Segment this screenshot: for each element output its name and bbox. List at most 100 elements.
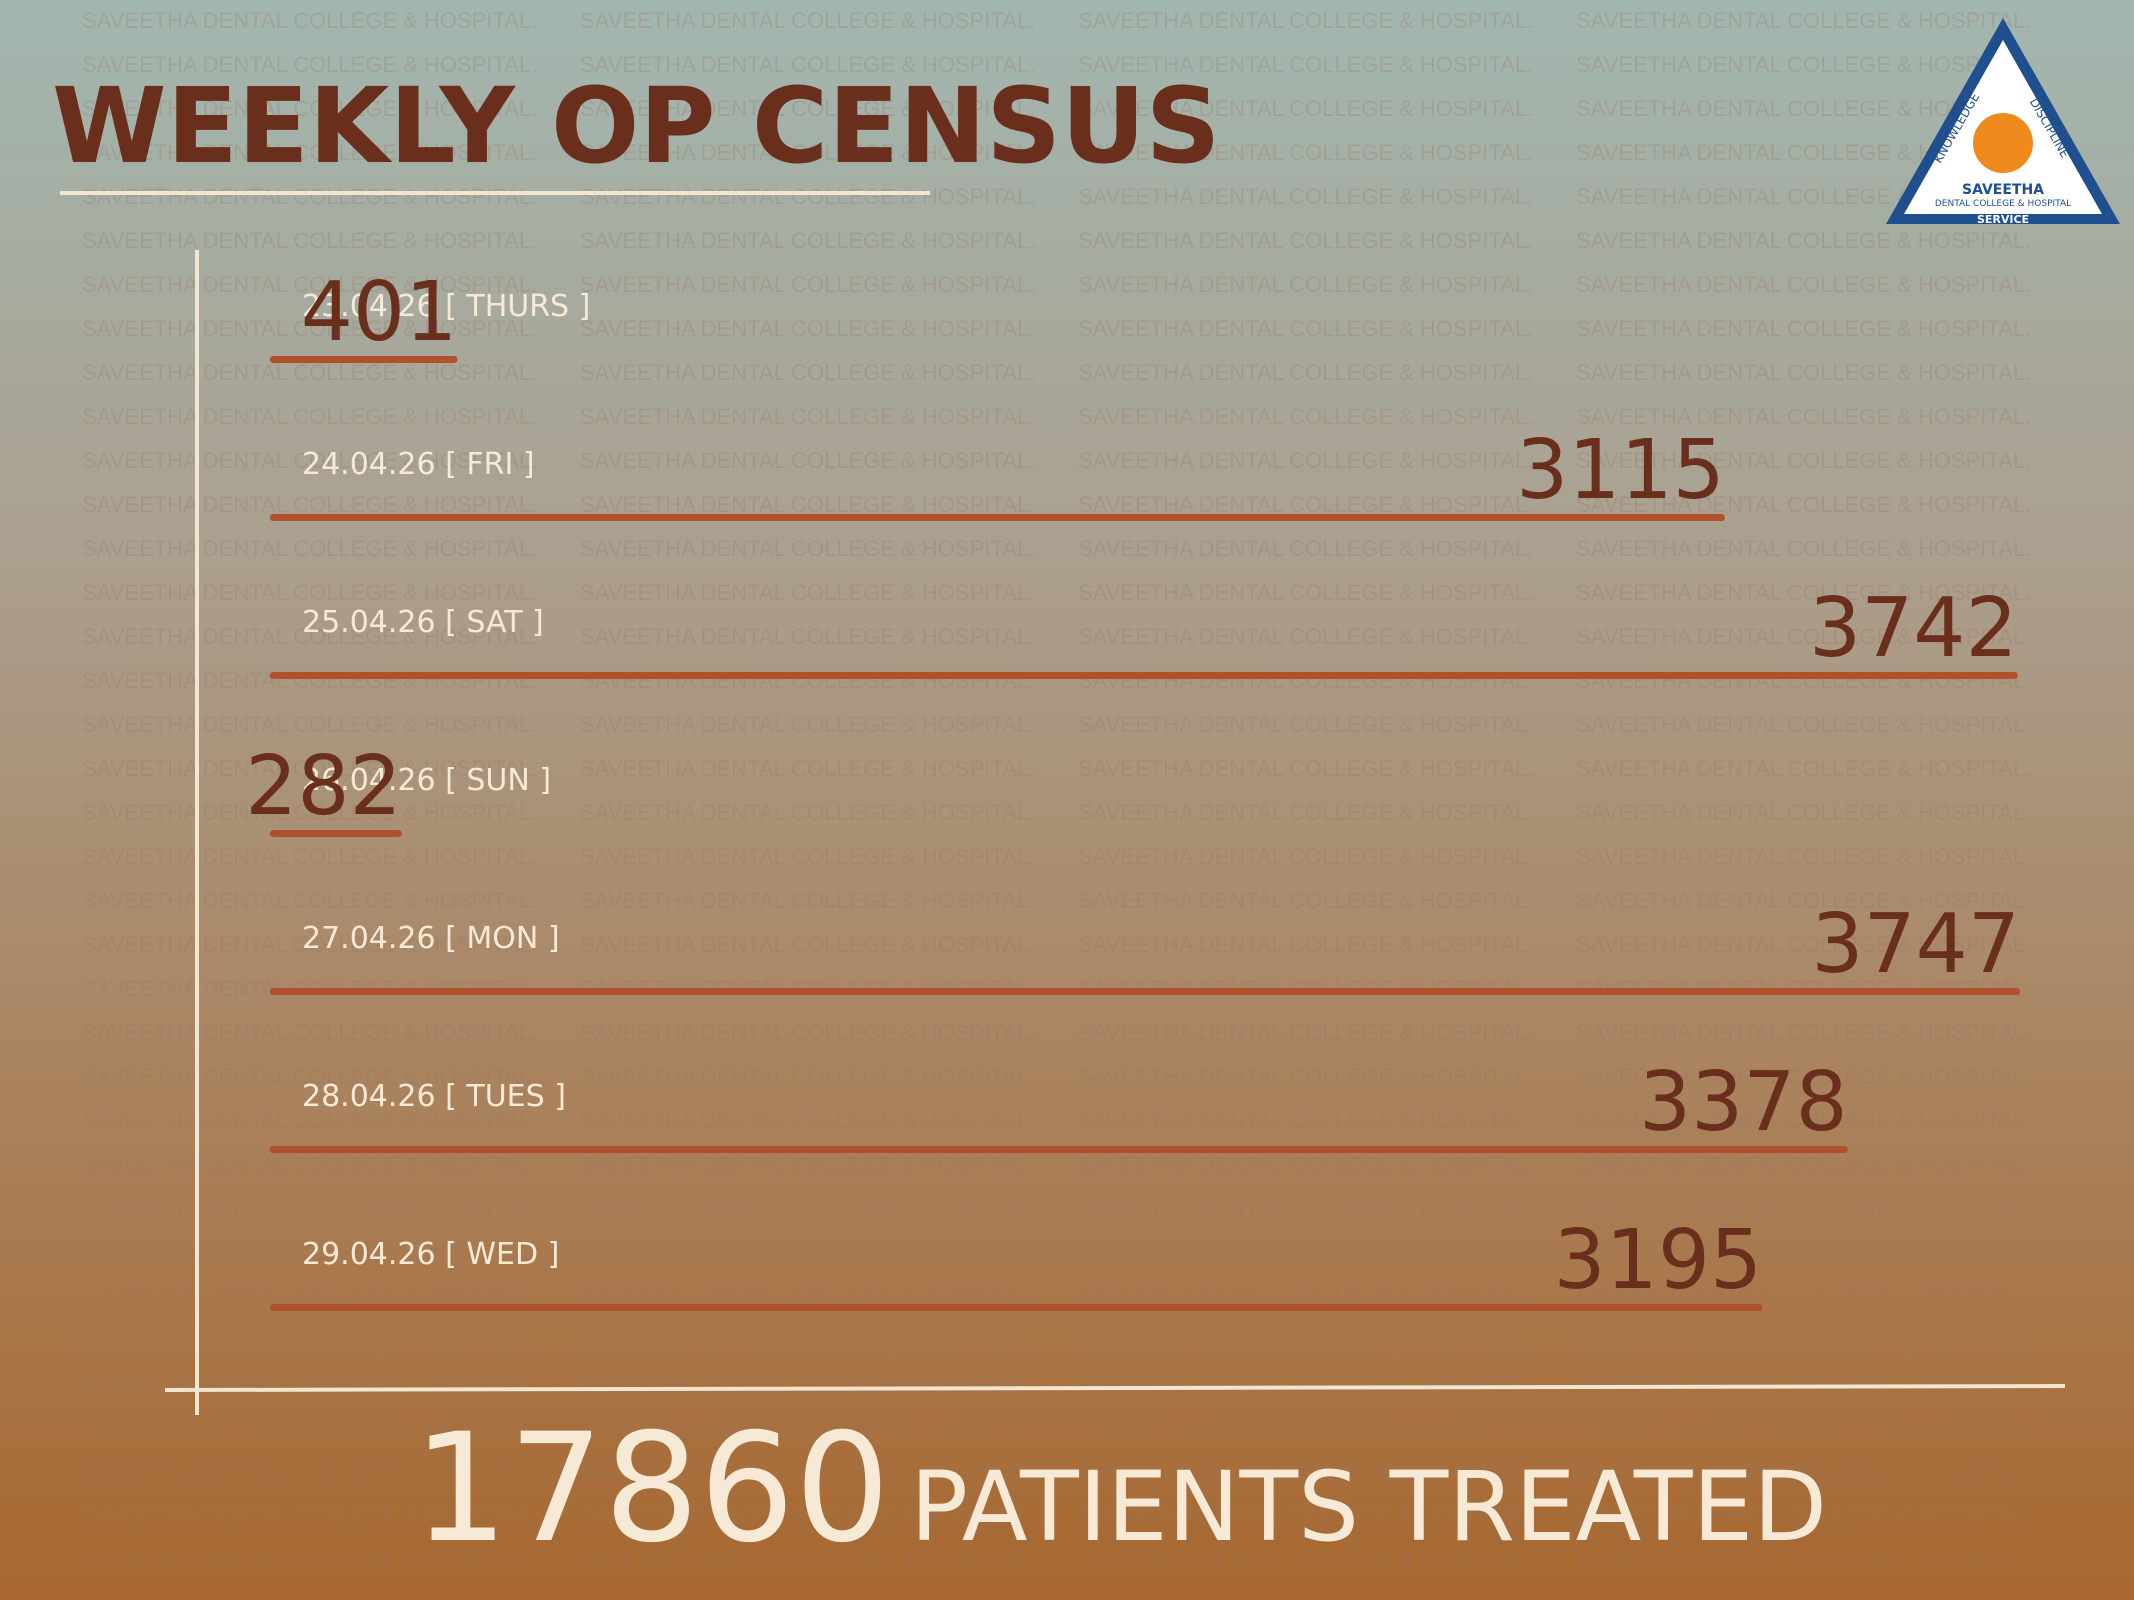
category-label: 26.04.26 [ SUN ] — [302, 763, 551, 798]
watermark: SAVEETHA DENTAL COLLEGE & HOSPITAL. — [580, 1460, 1035, 1485]
bar — [270, 988, 2020, 995]
watermark: SAVEETHA DENTAL COLLEGE & HOSPITAL. — [82, 96, 537, 121]
watermark: SAVEETHA DENTAL COLLEGE & HOSPITAL. — [580, 624, 1035, 649]
watermark: SAVEETHA DENTAL COLLEGE & HOSPITAL. — [82, 1328, 537, 1353]
watermark: SAVEETHA DENTAL COLLEGE & HOSPITAL. — [1576, 492, 2031, 517]
watermark: SAVEETHA DENTAL COLLEGE & HOSPITAL. — [1576, 1504, 2031, 1529]
watermark: SAVEETHA DENTAL COLLEGE & HOSPITAL. — [1078, 8, 1533, 33]
watermark: SAVEETHA DENTAL COLLEGE & HOSPITAL. — [580, 228, 1035, 253]
watermark: SAVEETHA DENTAL COLLEGE & HOSPITAL. — [580, 536, 1035, 561]
watermark: SAVEETHA DENTAL COLLEGE & HOSPITAL. — [580, 1504, 1035, 1529]
watermark: SAVEETHA DENTAL COLLEGE & HOSPITAL. — [580, 668, 1035, 693]
category-label: 29.04.26 [ WED ] — [302, 1237, 559, 1272]
watermark: SAVEETHA DENTAL COLLEGE & HOSPITAL. — [580, 580, 1035, 605]
total-label: PATIENTS TREATED — [910, 1451, 1827, 1563]
watermark: SAVEETHA DENTAL COLLEGE & HOSPITAL. — [580, 1548, 1035, 1573]
watermark: SAVEETHA DENTAL COLLEGE & HOSPITAL. — [1078, 1548, 1533, 1573]
watermark: SAVEETHA DENTAL COLLEGE & HOSPITAL. — [1576, 316, 2031, 341]
watermark: SAVEETHA DENTAL COLLEGE & HOSPITAL. — [1078, 1064, 1533, 1089]
watermark: SAVEETHA DENTAL COLLEGE & HOSPITAL. — [82, 1548, 537, 1573]
category-label: 25.04.26 [ SAT ] — [302, 605, 544, 640]
watermark: SAVEETHA DENTAL COLLEGE & HOSPITAL. — [580, 492, 1035, 517]
watermark: SAVEETHA DENTAL COLLEGE & HOSPITAL. — [82, 492, 537, 517]
watermark: SAVEETHA DENTAL COLLEGE & HOSPITAL. — [1078, 800, 1533, 825]
watermark: SAVEETHA DENTAL COLLEGE & HOSPITAL. — [1078, 1152, 1533, 1177]
watermark: SAVEETHA DENTAL COLLEGE & HOSPITAL. — [1078, 316, 1533, 341]
watermark: SAVEETHA DENTAL COLLEGE & HOSPITAL. — [1576, 1548, 2031, 1573]
watermark: SAVEETHA DENTAL COLLEGE & HOSPITAL. — [580, 448, 1035, 473]
bar — [270, 1304, 1763, 1311]
logo-text: SAVEETHA — [1962, 182, 2044, 198]
bar — [270, 830, 402, 837]
watermark: SAVEETHA DENTAL COLLEGE & HOSPITAL. — [1576, 8, 2031, 33]
data-label: 3747 — [1811, 897, 2020, 992]
watermark: SAVEETHA DENTAL COLLEGE & HOSPITAL. — [1576, 1064, 2031, 1089]
watermark: SAVEETHA DENTAL COLLEGE & HOSPITAL. — [1576, 536, 2031, 561]
watermark: SAVEETHA DENTAL COLLEGE & HOSPITAL. — [1078, 272, 1533, 297]
watermark: SAVEETHA DENTAL COLLEGE & HOSPITAL. — [82, 404, 537, 429]
data-label: 3115 — [1516, 423, 1725, 518]
watermark: SAVEETHA DENTAL COLLEGE & HOSPITAL. — [82, 580, 537, 605]
watermark: SAVEETHA DENTAL COLLEGE & HOSPITAL. — [1576, 1460, 2031, 1485]
watermark: SAVEETHA DENTAL COLLEGE & HOSPITAL. — [580, 888, 1035, 913]
watermark: SAVEETHA DENTAL COLLEGE & HOSPITAL. — [82, 844, 537, 869]
watermark: SAVEETHA DENTAL COLLEGE & HOSPITAL. — [580, 52, 1035, 77]
watermark: SAVEETHA DENTAL COLLEGE & HOSPITAL. — [1576, 888, 2031, 913]
data-label: 401 — [301, 265, 458, 360]
watermark: SAVEETHA DENTAL COLLEGE & HOSPITAL. — [580, 1064, 1035, 1089]
logo-text: SERVICE — [1977, 213, 2029, 226]
watermark: SAVEETHA DENTAL COLLEGE & HOSPITAL. — [82, 800, 537, 825]
category-label: 23.04.26 [ THURS ] — [302, 289, 590, 324]
watermark: SAVEETHA DENTAL COLLEGE & HOSPITAL. — [82, 1152, 537, 1177]
watermark: SAVEETHA DENTAL COLLEGE & HOSPITAL. — [1576, 52, 2031, 77]
watermark: SAVEETHA DENTAL COLLEGE & HOSPITAL. — [82, 1372, 537, 1397]
watermark: SAVEETHA DENTAL COLLEGE & HOSPITAL. — [1078, 140, 1533, 165]
watermark: SAVEETHA DENTAL COLLEGE & HOSPITAL. — [580, 1416, 1035, 1441]
watermark: SAVEETHA DENTAL COLLEGE & HOSPITAL. — [82, 272, 537, 297]
watermark: SAVEETHA DENTAL COLLEGE & HOSPITAL. — [1078, 1328, 1533, 1353]
watermark: SAVEETHA DENTAL COLLEGE & HOSPITAL. — [82, 448, 537, 473]
category-label: 27.04.26 [ MON ] — [302, 921, 560, 956]
logo-sun — [1973, 113, 2033, 173]
watermark: SAVEETHA DENTAL COLLEGE & HOSPITAL. — [1078, 1416, 1533, 1441]
watermark: SAVEETHA DENTAL COLLEGE & HOSPITAL. — [82, 712, 537, 737]
watermark: SAVEETHA DENTAL COLLEGE & HOSPITAL. — [1576, 932, 2031, 957]
watermark: SAVEETHA DENTAL COLLEGE & HOSPITAL. — [1078, 492, 1533, 517]
watermark: SAVEETHA DENTAL COLLEGE & HOSPITAL. — [82, 316, 537, 341]
data-label: 3378 — [1639, 1055, 1848, 1150]
watermark: SAVEETHA DENTAL COLLEGE & HOSPITAL. — [1078, 184, 1533, 209]
watermark: SAVEETHA DENTAL COLLEGE & HOSPITAL. — [1576, 800, 2031, 825]
watermark: SAVEETHA DENTAL COLLEGE & HOSPITAL. — [1078, 404, 1533, 429]
watermark: SAVEETHA DENTAL COLLEGE & HOSPITAL. — [82, 1020, 537, 1045]
watermark: SAVEETHA DENTAL COLLEGE & HOSPITAL. — [1078, 1460, 1533, 1485]
data-label: 3742 — [1809, 581, 2018, 676]
watermark: SAVEETHA DENTAL COLLEGE & HOSPITAL. — [82, 360, 537, 385]
watermark: SAVEETHA DENTAL COLLEGE & HOSPITAL. — [580, 844, 1035, 869]
watermark: SAVEETHA DENTAL COLLEGE & HOSPITAL. — [1078, 1196, 1533, 1221]
category-label: 24.04.26 [ FRI ] — [302, 447, 535, 482]
bar — [270, 672, 2018, 679]
logo-text: DENTAL COLLEGE & HOSPITAL — [1935, 199, 2071, 209]
watermark: SAVEETHA DENTAL COLLEGE & HOSPITAL. — [1078, 228, 1533, 253]
watermark: SAVEETHA DENTAL COLLEGE & HOSPITAL. — [1576, 756, 2031, 781]
bar — [270, 1146, 1848, 1153]
watermark: SAVEETHA DENTAL COLLEGE & HOSPITAL. — [1576, 228, 2031, 253]
watermark: SAVEETHA DENTAL COLLEGE & HOSPITAL. — [580, 184, 1035, 209]
watermark: SAVEETHA DENTAL COLLEGE & HOSPITAL. — [82, 140, 537, 165]
watermark: SAVEETHA DENTAL COLLEGE & HOSPITAL. — [1078, 448, 1533, 473]
watermark: SAVEETHA DENTAL COLLEGE & HOSPITAL. — [1576, 844, 2031, 869]
watermark: SAVEETHA DENTAL COLLEGE & HOSPITAL. — [1078, 712, 1533, 737]
watermark: SAVEETHA DENTAL COLLEGE & HOSPITAL. — [580, 1372, 1035, 1397]
watermark: SAVEETHA DENTAL COLLEGE & HOSPITAL. — [1576, 1108, 2031, 1133]
watermark: SAVEETHA DENTAL COLLEGE & HOSPITAL. — [82, 8, 537, 33]
watermark: SAVEETHA DENTAL COLLEGE & HOSPITAL. — [1078, 844, 1533, 869]
watermark: SAVEETHA DENTAL COLLEGE & HOSPITAL. — [1078, 1372, 1533, 1397]
watermark: SAVEETHA DENTAL COLLEGE & HOSPITAL. — [1078, 1108, 1533, 1133]
watermark: SAVEETHA DENTAL COLLEGE & HOSPITAL. — [82, 1064, 537, 1089]
watermark: SAVEETHA DENTAL COLLEGE & HOSPITAL. — [82, 888, 537, 913]
watermark: SAVEETHA DENTAL COLLEGE & HOSPITAL. — [1576, 624, 2031, 649]
watermark: SAVEETHA DENTAL COLLEGE & HOSPITAL. — [1576, 1328, 2031, 1353]
watermark: SAVEETHA DENTAL COLLEGE & HOSPITAL. — [1078, 668, 1533, 693]
bar — [270, 514, 1725, 521]
